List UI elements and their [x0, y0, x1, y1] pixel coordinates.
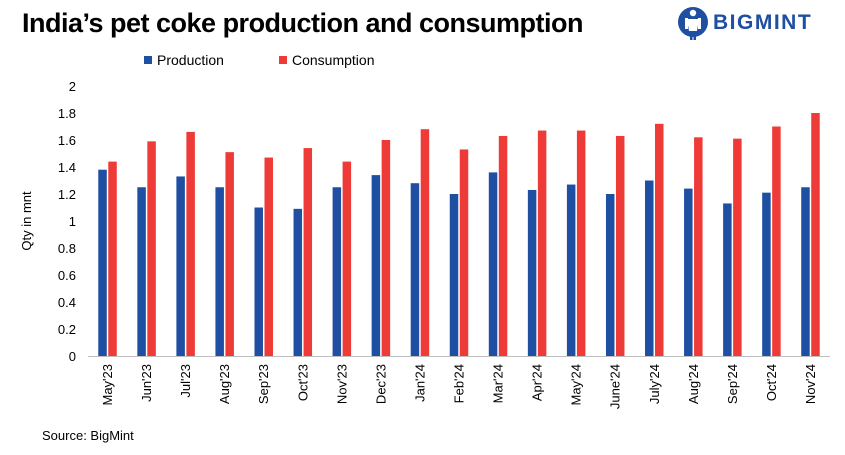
bar-consumption-6 [342, 161, 352, 356]
bar-consumption-5 [303, 148, 313, 356]
legend-item-production: Production [144, 52, 224, 68]
y-tick-label: 0.4 [58, 295, 76, 310]
bar-production-6 [332, 187, 342, 356]
x-tick-label: Mar'24 [491, 364, 506, 403]
x-tick-label: Jul'23 [178, 364, 193, 398]
legend-item-consumption: Consumption [279, 52, 375, 68]
x-tick-label: Sep'24 [725, 364, 740, 404]
y-tick-label: 0 [69, 349, 76, 364]
y-tick-label: 0.8 [58, 241, 76, 256]
x-tick-label: Sep'23 [256, 364, 271, 404]
x-tick-label: Nov'23 [334, 364, 349, 404]
x-tick-label: July'24 [647, 364, 662, 404]
bar-production-1 [137, 187, 146, 356]
bar-production-9 [449, 194, 459, 356]
x-tick-label: Aug'23 [217, 364, 232, 404]
bar-production-16 [723, 203, 732, 356]
legend-label-production: Production [157, 52, 224, 68]
bar-production-8 [410, 183, 420, 356]
x-tick-label: Apr'24 [530, 364, 545, 401]
bar-consumption-11 [537, 130, 547, 356]
y-tick-label: 1.4 [58, 160, 76, 175]
x-tick-label: Jan'24 [412, 364, 427, 402]
bar-consumption-1 [147, 141, 156, 356]
bar-consumption-16 [733, 138, 742, 356]
bar-production-13 [605, 194, 615, 356]
y-tick-label: 0.6 [58, 268, 76, 283]
bar-consumption-4 [264, 157, 273, 356]
x-tick-label: Nov'24 [803, 364, 818, 404]
x-tick-label: Feb'24 [452, 364, 467, 403]
x-tick-label: Oct'23 [295, 364, 310, 401]
bar-production-0 [98, 169, 107, 356]
legend-label-consumption: Consumption [292, 52, 375, 68]
bar-consumption-8 [420, 129, 430, 356]
y-tick-label: 1 [69, 214, 76, 229]
bar-consumption-15 [694, 137, 703, 356]
bar-production-15 [684, 188, 693, 356]
bar-consumption-13 [615, 135, 625, 356]
chart-title: India’s pet coke production and consumpt… [22, 8, 584, 38]
bar-production-11 [527, 189, 537, 356]
x-tick-label: June'24 [608, 364, 623, 409]
bar-production-12 [566, 184, 576, 356]
bar-consumption-14 [655, 123, 664, 356]
bar-production-2 [176, 176, 185, 356]
bar-production-7 [371, 175, 381, 356]
bar-consumption-0 [108, 161, 117, 356]
x-tick-label: Aug'24 [686, 364, 701, 404]
x-tick-label: May'24 [569, 364, 584, 406]
x-tick-label: Oct'24 [764, 364, 779, 401]
bar-consumption-2 [186, 131, 195, 356]
y-tick-label: 1.8 [58, 106, 76, 121]
bar-consumption-3 [225, 152, 234, 356]
x-tick-label: Jun'23 [139, 364, 154, 402]
bar-production-5 [293, 208, 303, 356]
y-tick-label: 1.2 [58, 187, 76, 202]
bar-production-4 [254, 207, 263, 356]
legend-swatch-production [144, 56, 152, 64]
bar-consumption-18 [811, 113, 820, 356]
bar-production-18 [801, 187, 810, 356]
logo-text: BIGMINT [713, 11, 813, 34]
y-tick-label: 2 [69, 79, 76, 94]
x-tick-label: May'23 [100, 364, 115, 406]
bigmint-logo-icon [678, 7, 708, 40]
bar-consumption-9 [459, 149, 469, 356]
source-note: Source: BigMint [42, 428, 134, 443]
bar-production-17 [762, 192, 771, 356]
y-tick-label: 0.2 [58, 322, 76, 337]
y-tick-label: 1.6 [58, 133, 76, 148]
y-axis-label: Qty in mnt [19, 191, 34, 251]
bar-consumption-7 [381, 140, 391, 356]
bar-production-3 [215, 187, 224, 356]
bar-consumption-10 [498, 135, 508, 356]
legend-swatch-consumption [279, 56, 287, 64]
bigmint-logo: BIGMINT [676, 4, 836, 46]
bar-production-14 [645, 180, 654, 356]
bar-consumption-17 [772, 126, 781, 356]
bar-production-10 [488, 172, 498, 356]
x-tick-label: Dec'23 [373, 364, 388, 404]
bar-consumption-12 [576, 130, 586, 356]
